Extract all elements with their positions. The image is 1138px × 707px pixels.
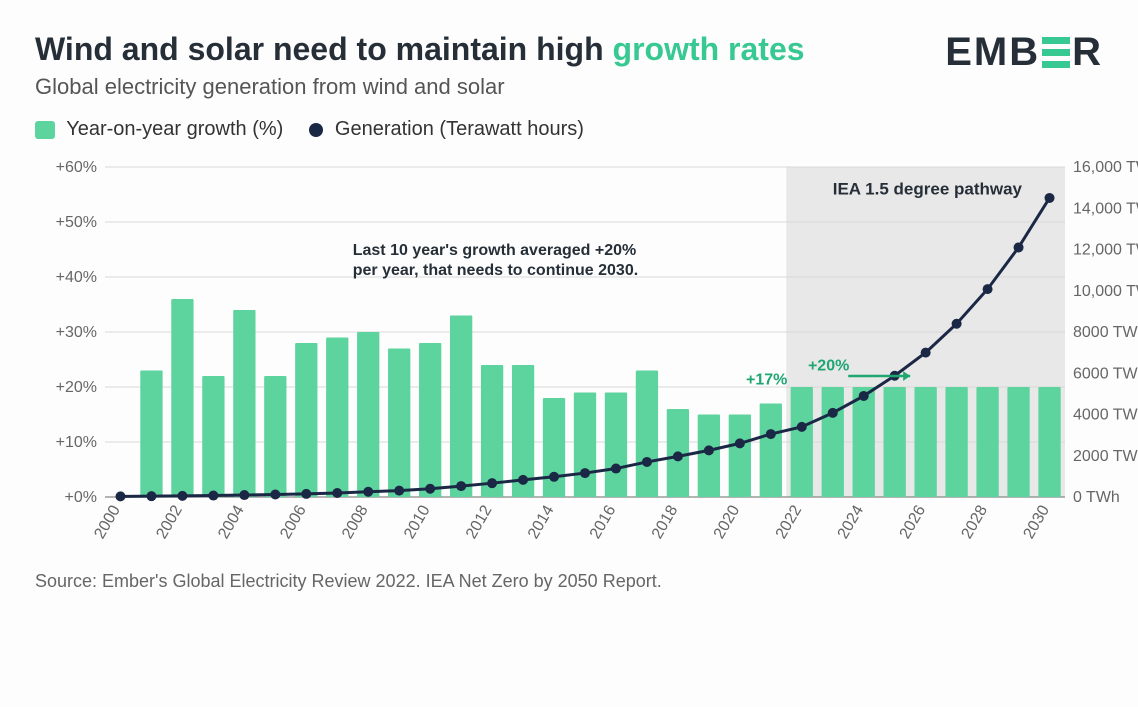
svg-text:+60%: +60% [56, 159, 97, 176]
svg-text:2030: 2030 [1020, 503, 1053, 542]
svg-text:2020: 2020 [711, 503, 744, 542]
svg-text:Last 10 year's growth averaged: Last 10 year's growth averaged +20% [353, 242, 637, 259]
title-pre: Wind and solar need to maintain high [35, 31, 613, 67]
svg-text:8000 TWh: 8000 TWh [1073, 324, 1138, 341]
svg-text:+30%: +30% [56, 324, 97, 341]
svg-text:0 TWh: 0 TWh [1073, 489, 1120, 506]
svg-text:2000: 2000 [91, 503, 124, 542]
svg-text:2018: 2018 [649, 503, 682, 542]
chart: +0%+10%+20%+30%+40%+50%+60%0 TWh2000 TWh… [35, 157, 1103, 557]
svg-text:14,000 TWh: 14,000 TWh [1073, 201, 1138, 218]
svg-text:+20%: +20% [56, 379, 97, 396]
svg-text:+10%: +10% [56, 434, 97, 451]
svg-text:2004: 2004 [215, 503, 248, 542]
svg-text:16,000 TWh: 16,000 TWh [1073, 159, 1138, 176]
svg-text:10,000 TWh: 10,000 TWh [1073, 283, 1138, 300]
svg-text:2008: 2008 [339, 503, 372, 542]
svg-text:+0%: +0% [65, 489, 97, 506]
header: Wind and solar need to maintain high gro… [35, 30, 1103, 100]
svg-text:2026: 2026 [897, 503, 930, 542]
logo-e-icon [1042, 37, 1070, 68]
title-accent: growth rates [613, 31, 805, 67]
svg-text:per year, that needs to contin: per year, that needs to continue 2030. [353, 262, 638, 279]
svg-text:2016: 2016 [587, 503, 620, 542]
logo-post: R [1072, 30, 1103, 75]
legend-generation-dot [309, 123, 323, 137]
svg-text:2010: 2010 [401, 503, 434, 542]
svg-text:+40%: +40% [56, 269, 97, 286]
source-text: Source: Ember's Global Electricity Revie… [35, 571, 1103, 592]
svg-text:12,000 TWh: 12,000 TWh [1073, 242, 1138, 259]
svg-text:+17%: +17% [746, 372, 787, 389]
ember-logo: EMB R [945, 30, 1103, 75]
svg-text:6000 TWh: 6000 TWh [1073, 366, 1138, 383]
legend-generation: Generation (Terawatt hours) [309, 118, 584, 141]
svg-text:2028: 2028 [959, 503, 992, 542]
title-block: Wind and solar need to maintain high gro… [35, 30, 805, 100]
logo-pre: EMB [945, 30, 1040, 75]
svg-text:2000 TWh: 2000 TWh [1073, 448, 1138, 465]
svg-text:2012: 2012 [463, 503, 496, 542]
legend-generation-label: Generation (Terawatt hours) [335, 118, 584, 140]
svg-text:2024: 2024 [835, 503, 868, 542]
svg-text:2022: 2022 [773, 503, 806, 542]
svg-text:2014: 2014 [525, 503, 558, 542]
svg-text:IEA 1.5 degree pathway: IEA 1.5 degree pathway [833, 180, 1023, 199]
legend-growth: Year-on-year growth (%) [35, 118, 283, 141]
page-title: Wind and solar need to maintain high gro… [35, 30, 805, 68]
subtitle: Global electricity generation from wind … [35, 74, 805, 100]
svg-text:2002: 2002 [153, 503, 186, 542]
svg-text:4000 TWh: 4000 TWh [1073, 407, 1138, 424]
chart-svg: +0% +10% +20% +30% +40% +50% +60% 0 TWh 2000 TWh… [35, 157, 1138, 557]
legend-growth-swatch [35, 121, 55, 139]
svg-text:+50%: +50% [56, 214, 97, 231]
svg-text:2006: 2006 [277, 503, 310, 542]
legend-growth-label: Year-on-year growth (%) [66, 118, 283, 140]
svg-text:+20%: +20% [808, 358, 849, 375]
legend: Year-on-year growth (%) Generation (Tera… [35, 118, 1103, 141]
